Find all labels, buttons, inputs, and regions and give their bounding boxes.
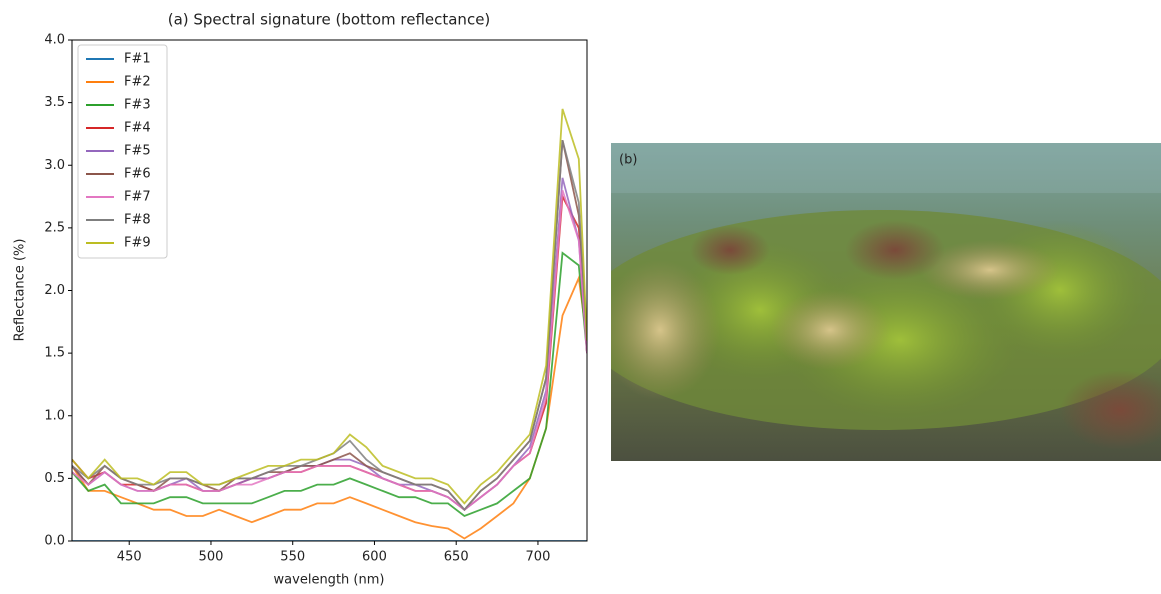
photo-panel (611, 143, 1161, 461)
legend-label: F#4 (124, 121, 151, 136)
legend-label: F#6 (124, 167, 151, 182)
legend-label: F#2 (124, 75, 151, 90)
legend-label: F#3 (124, 98, 151, 113)
y-tick-label: 2.5 (44, 220, 65, 235)
legend-label: F#7 (124, 190, 151, 205)
legend-label: F#8 (124, 213, 151, 228)
x-tick-label: 700 (526, 550, 551, 565)
legend-box (77, 44, 168, 259)
x-axis-label: wavelength (nm) (274, 573, 385, 588)
plot-frame (71, 39, 588, 542)
y-tick-label: 0.0 (44, 534, 65, 549)
x-tick-label: 600 (362, 550, 387, 565)
series-line (72, 108, 587, 505)
y-tick-label: 0.5 (44, 471, 65, 486)
x-tick-label: 450 (117, 550, 142, 565)
x-tick-label: 550 (280, 550, 305, 565)
y-tick-label: 1.5 (44, 346, 65, 361)
y-tick-label: 3.0 (44, 158, 65, 173)
y-axis-label: Reflectance (%) (13, 239, 28, 342)
y-tick-label: 2.0 (44, 283, 65, 298)
legend-label: F#9 (124, 236, 151, 251)
y-tick-label: 3.5 (44, 95, 65, 110)
chart-title: (a) Spectral signature (bottom reflectan… (168, 11, 491, 29)
photo-label: (b) (619, 153, 637, 168)
y-tick-label: 4.0 (44, 33, 65, 48)
plot-area: 0.0 0.5 1.0 1.5 2.0 2.5 3.0 3.5 4.0 450 500 550 600 6… (44, 33, 588, 565)
x-tick-label: 500 (199, 550, 224, 565)
series-line (72, 190, 587, 511)
y-tick-label: 1.0 (44, 408, 65, 423)
x-tick-label: 650 (444, 550, 469, 565)
legend-label: F#5 (124, 144, 151, 159)
series-line (72, 251, 587, 518)
legend-label: F#1 (124, 52, 151, 67)
series-line (72, 274, 587, 540)
